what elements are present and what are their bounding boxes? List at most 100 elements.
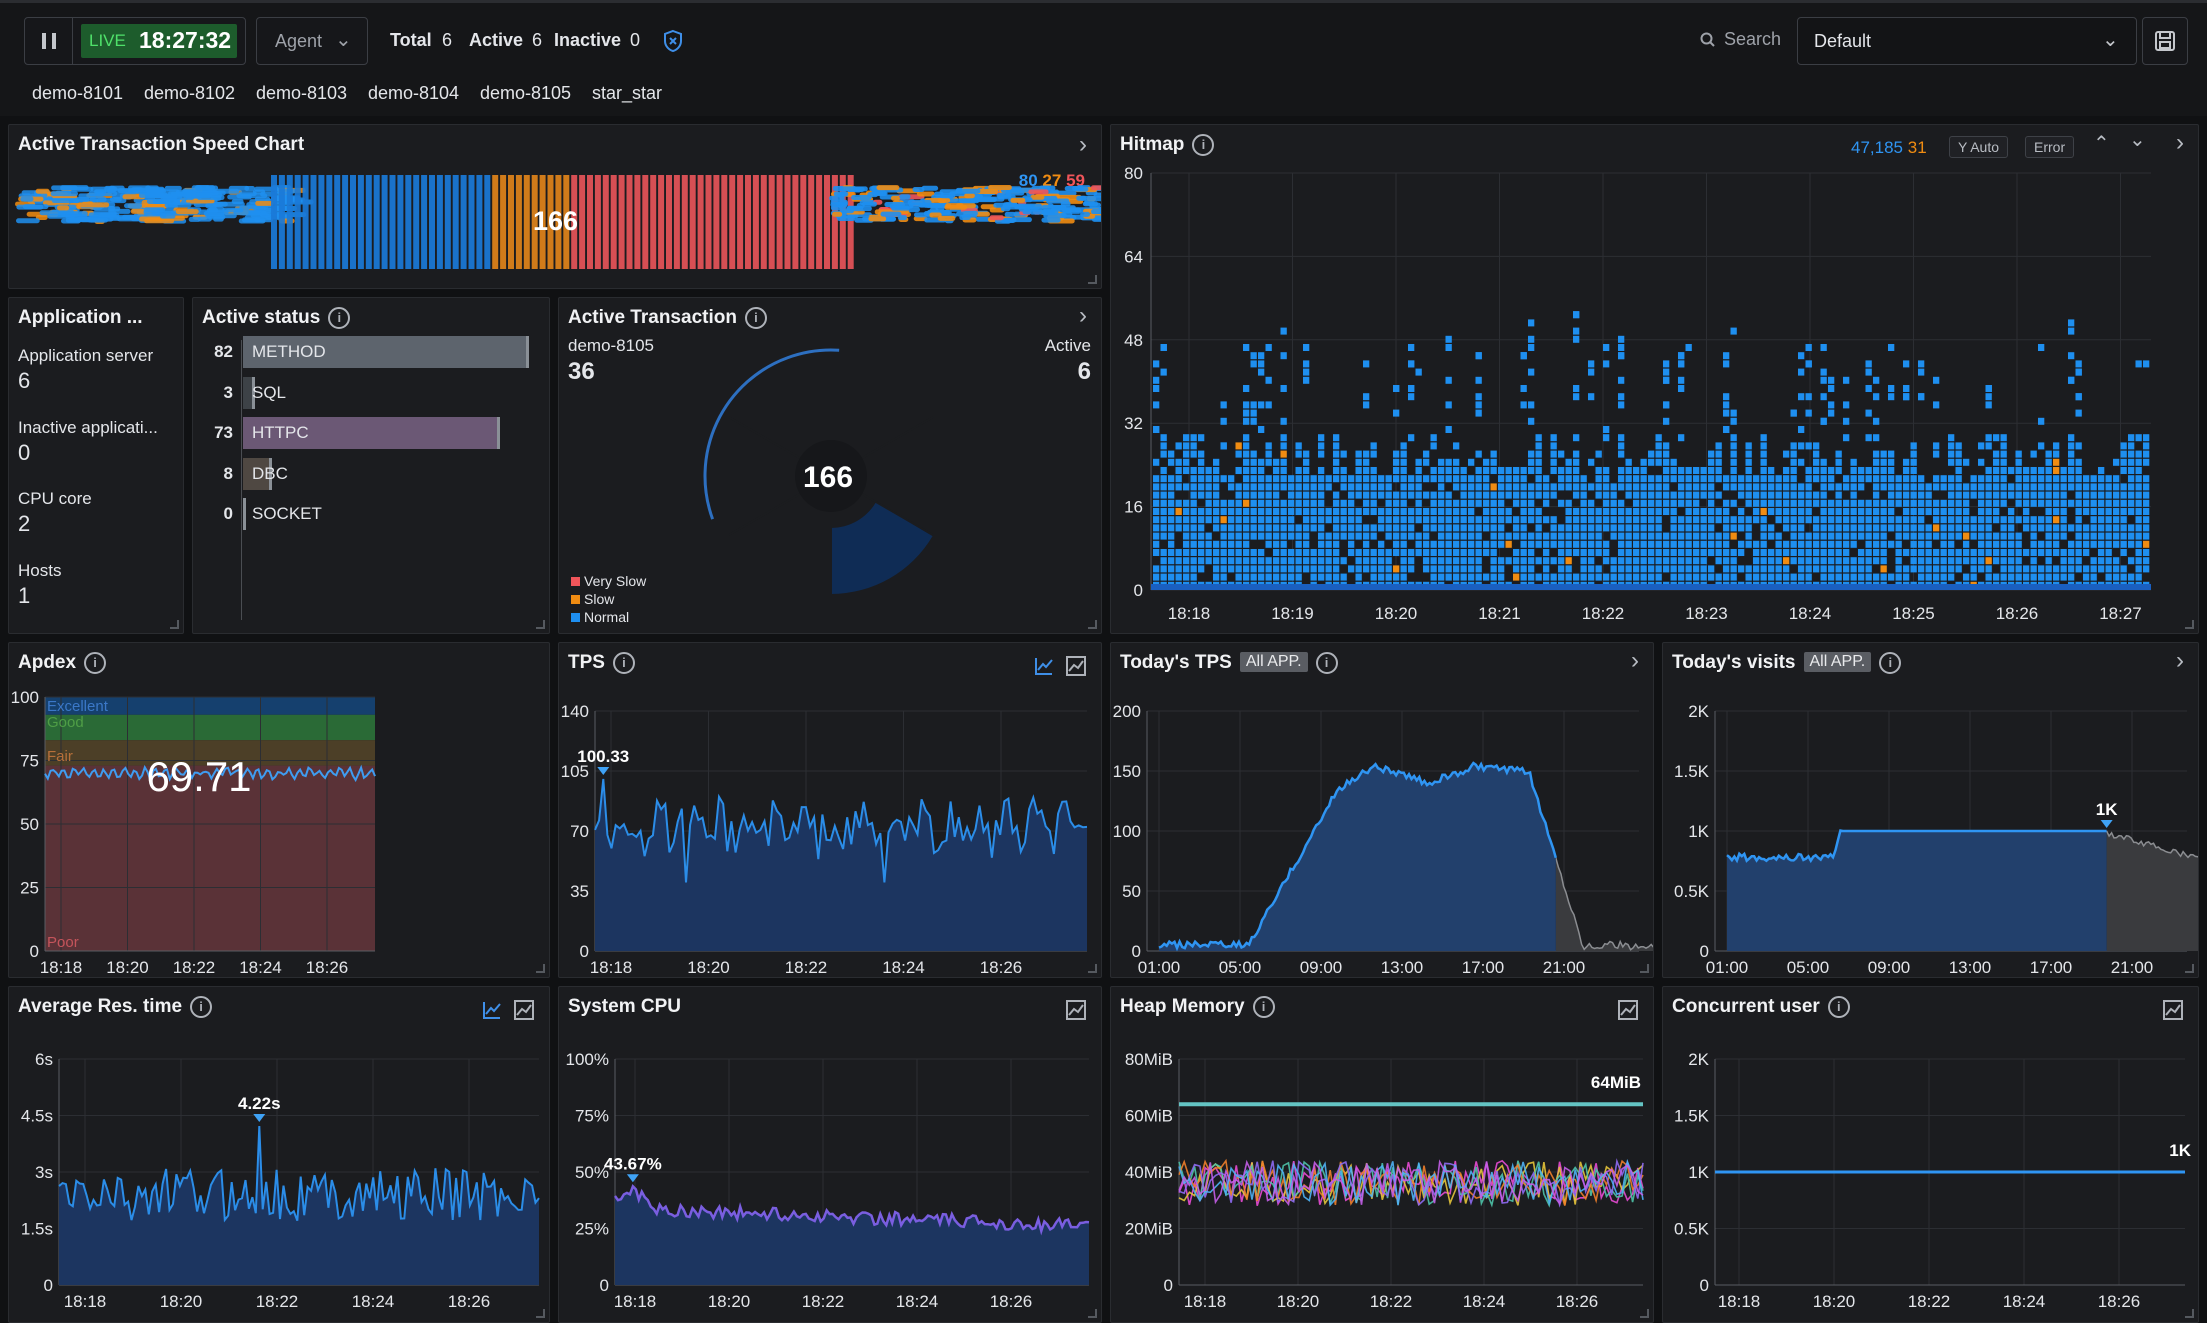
info-icon[interactable]: i [84,652,107,674]
shield-icon[interactable] [662,29,684,53]
agent-dropdown[interactable]: Agent ⌄ [256,17,368,65]
info-icon[interactable]: i [190,996,213,1018]
resize-handle[interactable] [536,620,545,629]
info-icon[interactable]: i [1879,652,1902,674]
hitmap-cell [1798,499,1805,507]
resize-handle[interactable] [2185,620,2194,629]
agent-tab[interactable]: demo-8102 [144,83,236,103]
info-icon[interactable]: i [1192,134,1215,156]
line-chart-icon[interactable] [481,999,503,1021]
hitmap-cell [1775,475,1782,483]
status-row[interactable]: 8 DBC [193,454,549,494]
hitmap-cell [1550,532,1557,540]
speed-bar [357,175,364,269]
hitmap-cell [1888,540,1895,548]
chevron-right-icon[interactable]: › [2176,647,2184,674]
hitmap-cell [1670,557,1677,565]
resize-handle[interactable] [1640,964,1649,973]
hitmap-cell [1408,557,1415,565]
speed-dot [138,192,154,198]
hitmap-cell [2060,491,2067,499]
hitmap-cell [1490,508,1497,515]
info-icon[interactable]: i [612,652,635,674]
hitmap-cell [1460,483,1467,491]
agent-tab[interactable]: star_star [592,83,663,103]
area-chart-icon[interactable] [2162,999,2184,1021]
save-layout-button[interactable] [2142,17,2188,65]
info-icon[interactable]: i [328,307,351,329]
area-chart-icon[interactable] [1065,999,1087,1021]
status-row[interactable]: 73 HTTPC [193,413,549,453]
status-row[interactable]: 3 SQL [193,373,549,413]
hitmap-cell [1528,458,1535,466]
agent-tab[interactable]: demo-8103 [256,83,348,103]
hitmap-cell [1430,540,1437,548]
resize-handle[interactable] [1088,964,1097,973]
hitmap-cell [1295,565,1302,573]
cpu-core-label: CPU core [18,489,92,508]
hitmap-cell [1955,565,1962,573]
hitmap-cell [1348,475,1355,483]
hitmap-cell [2053,450,2060,458]
agent-tab[interactable]: demo-8101 [32,83,124,103]
hitmap-cell [1648,540,1655,548]
chevron-right-icon[interactable]: › [1631,647,1639,674]
area-chart-icon[interactable] [1617,999,1639,1021]
hitmap-cell [1963,557,1970,565]
hitmap-cell [1565,475,1572,483]
hitmap-cell [1445,376,1452,384]
chevron-right-icon[interactable]: › [1079,302,1087,329]
hitmap-cell [1183,483,1190,491]
hitmap-cell [1265,565,1272,573]
status-row[interactable]: 82 METHOD [193,332,549,372]
hitmap-cell [2113,532,2120,540]
pause-button[interactable] [25,18,73,64]
info-icon[interactable]: i [1315,652,1338,674]
hitmap-cell [1160,450,1167,458]
line-chart-icon[interactable] [1033,655,1055,677]
hitmap-cell [1175,467,1182,474]
resize-handle[interactable] [2185,1309,2194,1318]
hitmap-cell [1483,516,1490,524]
info-icon[interactable]: i [1827,996,1850,1018]
hitmap-cell [1318,524,1325,532]
agent-tab[interactable]: demo-8104 [368,83,460,103]
resize-handle[interactable] [1088,1309,1097,1318]
hitmap-cell [1558,540,1565,548]
hitmap-cell [1655,540,1662,548]
chevron-down-icon[interactable]: ⌄ [2129,129,2146,151]
error-filter-button[interactable]: Error [2025,136,2075,158]
resize-handle[interactable] [1640,1309,1649,1318]
hitmap-cell [1475,450,1482,458]
resize-handle[interactable] [536,964,545,973]
hitmap-cell [1490,557,1497,565]
info-icon[interactable]: i [1252,996,1275,1018]
hitmap-cell [1213,549,1220,556]
hitmap-cell [1475,540,1482,548]
chevron-right-icon[interactable]: › [2176,129,2184,156]
hitmap-panel: Hitmap i 47,185 31 Y Auto Error ⌃ ⌄ › 80 6… [1110,124,2199,634]
resize-handle[interactable] [170,620,179,629]
y-auto-button[interactable]: Y Auto [1949,136,2009,158]
hitmap-cell [2090,508,2097,515]
hitmap-cell [1228,549,1235,556]
resize-handle[interactable] [536,1309,545,1318]
area-chart-icon[interactable] [1065,655,1087,677]
hitmap-cell [1558,499,1565,507]
hitmap-cell [1190,524,1197,532]
chevron-up-icon[interactable]: ⌃ [2093,133,2110,155]
chevron-right-icon[interactable]: › [1079,131,1087,158]
info-icon[interactable]: i [744,307,767,329]
donut-divider [728,493,801,536]
hitmap-cell [1303,368,1310,376]
hitmap-cell [2000,458,2007,466]
area-chart-icon[interactable] [513,999,535,1021]
agent-tab[interactable]: demo-8105 [480,83,572,103]
hitmap-cell [1873,393,1880,401]
resize-handle[interactable] [1088,275,1097,284]
resize-handle[interactable] [1088,620,1097,629]
status-row[interactable]: 0 SOCKET [193,494,549,534]
resize-handle[interactable] [2185,964,2194,973]
hitmap-cell [2000,532,2007,540]
preset-select[interactable]: Default ⌄ [1797,17,2137,65]
